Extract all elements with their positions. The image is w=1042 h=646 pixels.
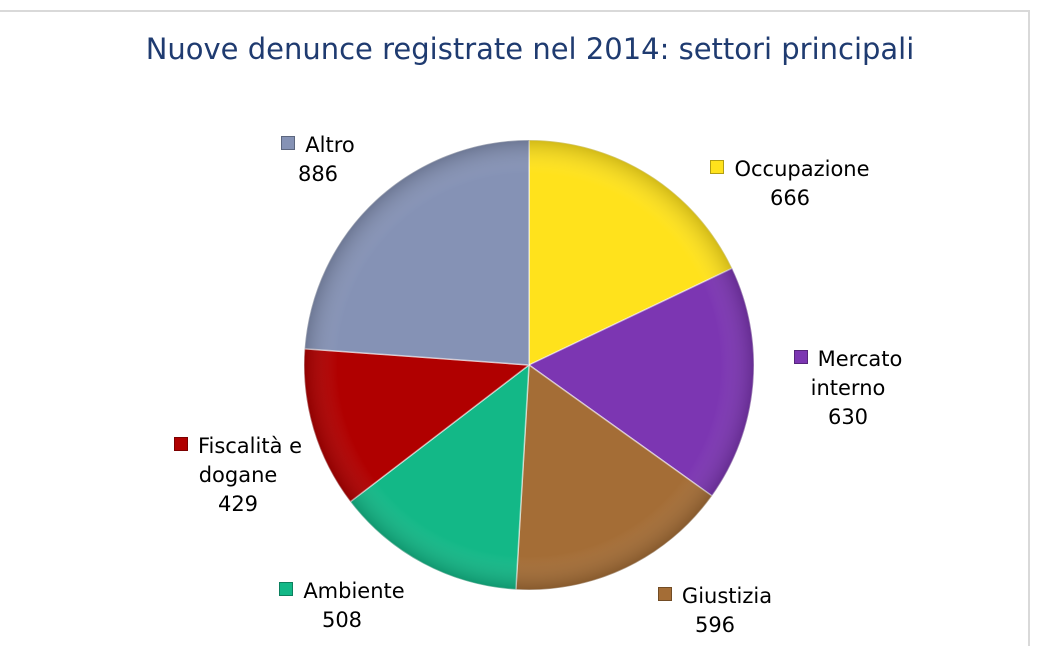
slice-label: Mercato interno 630 xyxy=(778,345,918,432)
category-name: Altro xyxy=(305,133,355,157)
legend-marker xyxy=(173,437,188,451)
label-category: Ambiente xyxy=(252,577,432,606)
legend-marker xyxy=(279,582,294,596)
label-category: Occupazione xyxy=(690,155,890,184)
category-name: Occupazione xyxy=(734,157,870,181)
legend-marker xyxy=(710,160,725,174)
value-label: 508 xyxy=(321,608,363,632)
legend-marker xyxy=(793,350,808,364)
label-category: Altro xyxy=(258,131,378,160)
category-name: Ambiente xyxy=(303,579,405,603)
slice-label: Fiscalità e dogane 429 xyxy=(153,432,323,519)
slice-label: Ambiente 508 xyxy=(252,577,432,635)
slice-label: Occupazione 666 xyxy=(690,155,890,213)
legend-marker xyxy=(657,587,672,601)
value-label: 886 xyxy=(297,162,339,186)
slice-label: Altro 886 xyxy=(258,131,378,189)
label-category: Giustizia xyxy=(635,582,795,611)
category-name: Fiscalità e dogane xyxy=(197,434,303,487)
value-label: 630 xyxy=(827,405,869,429)
category-name: Giustizia xyxy=(681,584,773,608)
value-label: 596 xyxy=(694,613,736,637)
value-label: 666 xyxy=(769,186,811,210)
label-category: Fiscalità e dogane xyxy=(153,432,323,490)
chart-title: Nuove denunce registrate nel 2014: setto… xyxy=(145,32,915,66)
slice-label: Giustizia 596 xyxy=(635,582,795,640)
category-name: Mercato interno xyxy=(810,347,903,400)
frame xyxy=(0,10,1030,646)
label-category: Mercato interno xyxy=(778,345,918,403)
value-label: 429 xyxy=(217,492,259,516)
legend-marker xyxy=(281,136,296,150)
